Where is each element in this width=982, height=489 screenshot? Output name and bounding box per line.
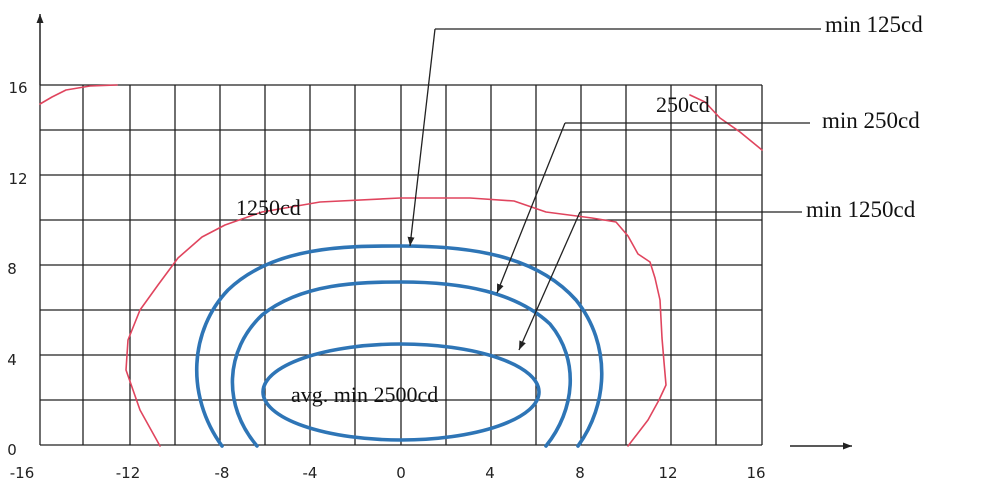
x-tick-label: 8 [575,464,585,482]
measured-250cd-contour-left [39,84,118,105]
y-tick-label: 4 [7,351,17,369]
x-tick-label: -12 [116,464,141,482]
label-1250cd: 1250cd [236,195,301,220]
label-250cd: 250cd [656,92,710,117]
grid [39,84,763,446]
callout-min-125cd: min 125cd [825,12,923,37]
y-tick-label: 0 [7,441,17,459]
label-avg-min-2500cd: avg. min 2500cd [291,382,438,407]
required-contours [195,244,604,448]
x-tick-label: 16 [746,464,765,482]
x-tick-label: 0 [396,464,406,482]
x-tick-label: -16 [10,464,35,482]
y-tick-label: 12 [8,170,27,188]
x-tick-label: -8 [215,464,230,482]
measured-1250cd-contour [125,197,667,447]
measured-250cd-contour-right [689,94,763,151]
x-tick-label: 12 [658,464,677,482]
x-tick-label: 4 [485,464,495,482]
min-125cd-contour [195,244,604,448]
y-tick-label: 16 [8,79,27,97]
y-tick-label: 8 [7,260,17,278]
callout-min-250cd: min 250cd [822,108,920,133]
x-tick-label: -4 [303,464,318,482]
callout-min-1250cd: min 1250cd [806,197,916,222]
x-tick-labels: -16 -12 -8 -4 0 4 8 12 16 [10,464,766,482]
y-tick-labels: 0 4 8 12 16 [7,79,27,459]
measured-contours [39,84,763,447]
callout-leaders [407,28,821,351]
min-250cd-contour [230,280,572,448]
avg-min-2500cd-contour [261,342,541,442]
